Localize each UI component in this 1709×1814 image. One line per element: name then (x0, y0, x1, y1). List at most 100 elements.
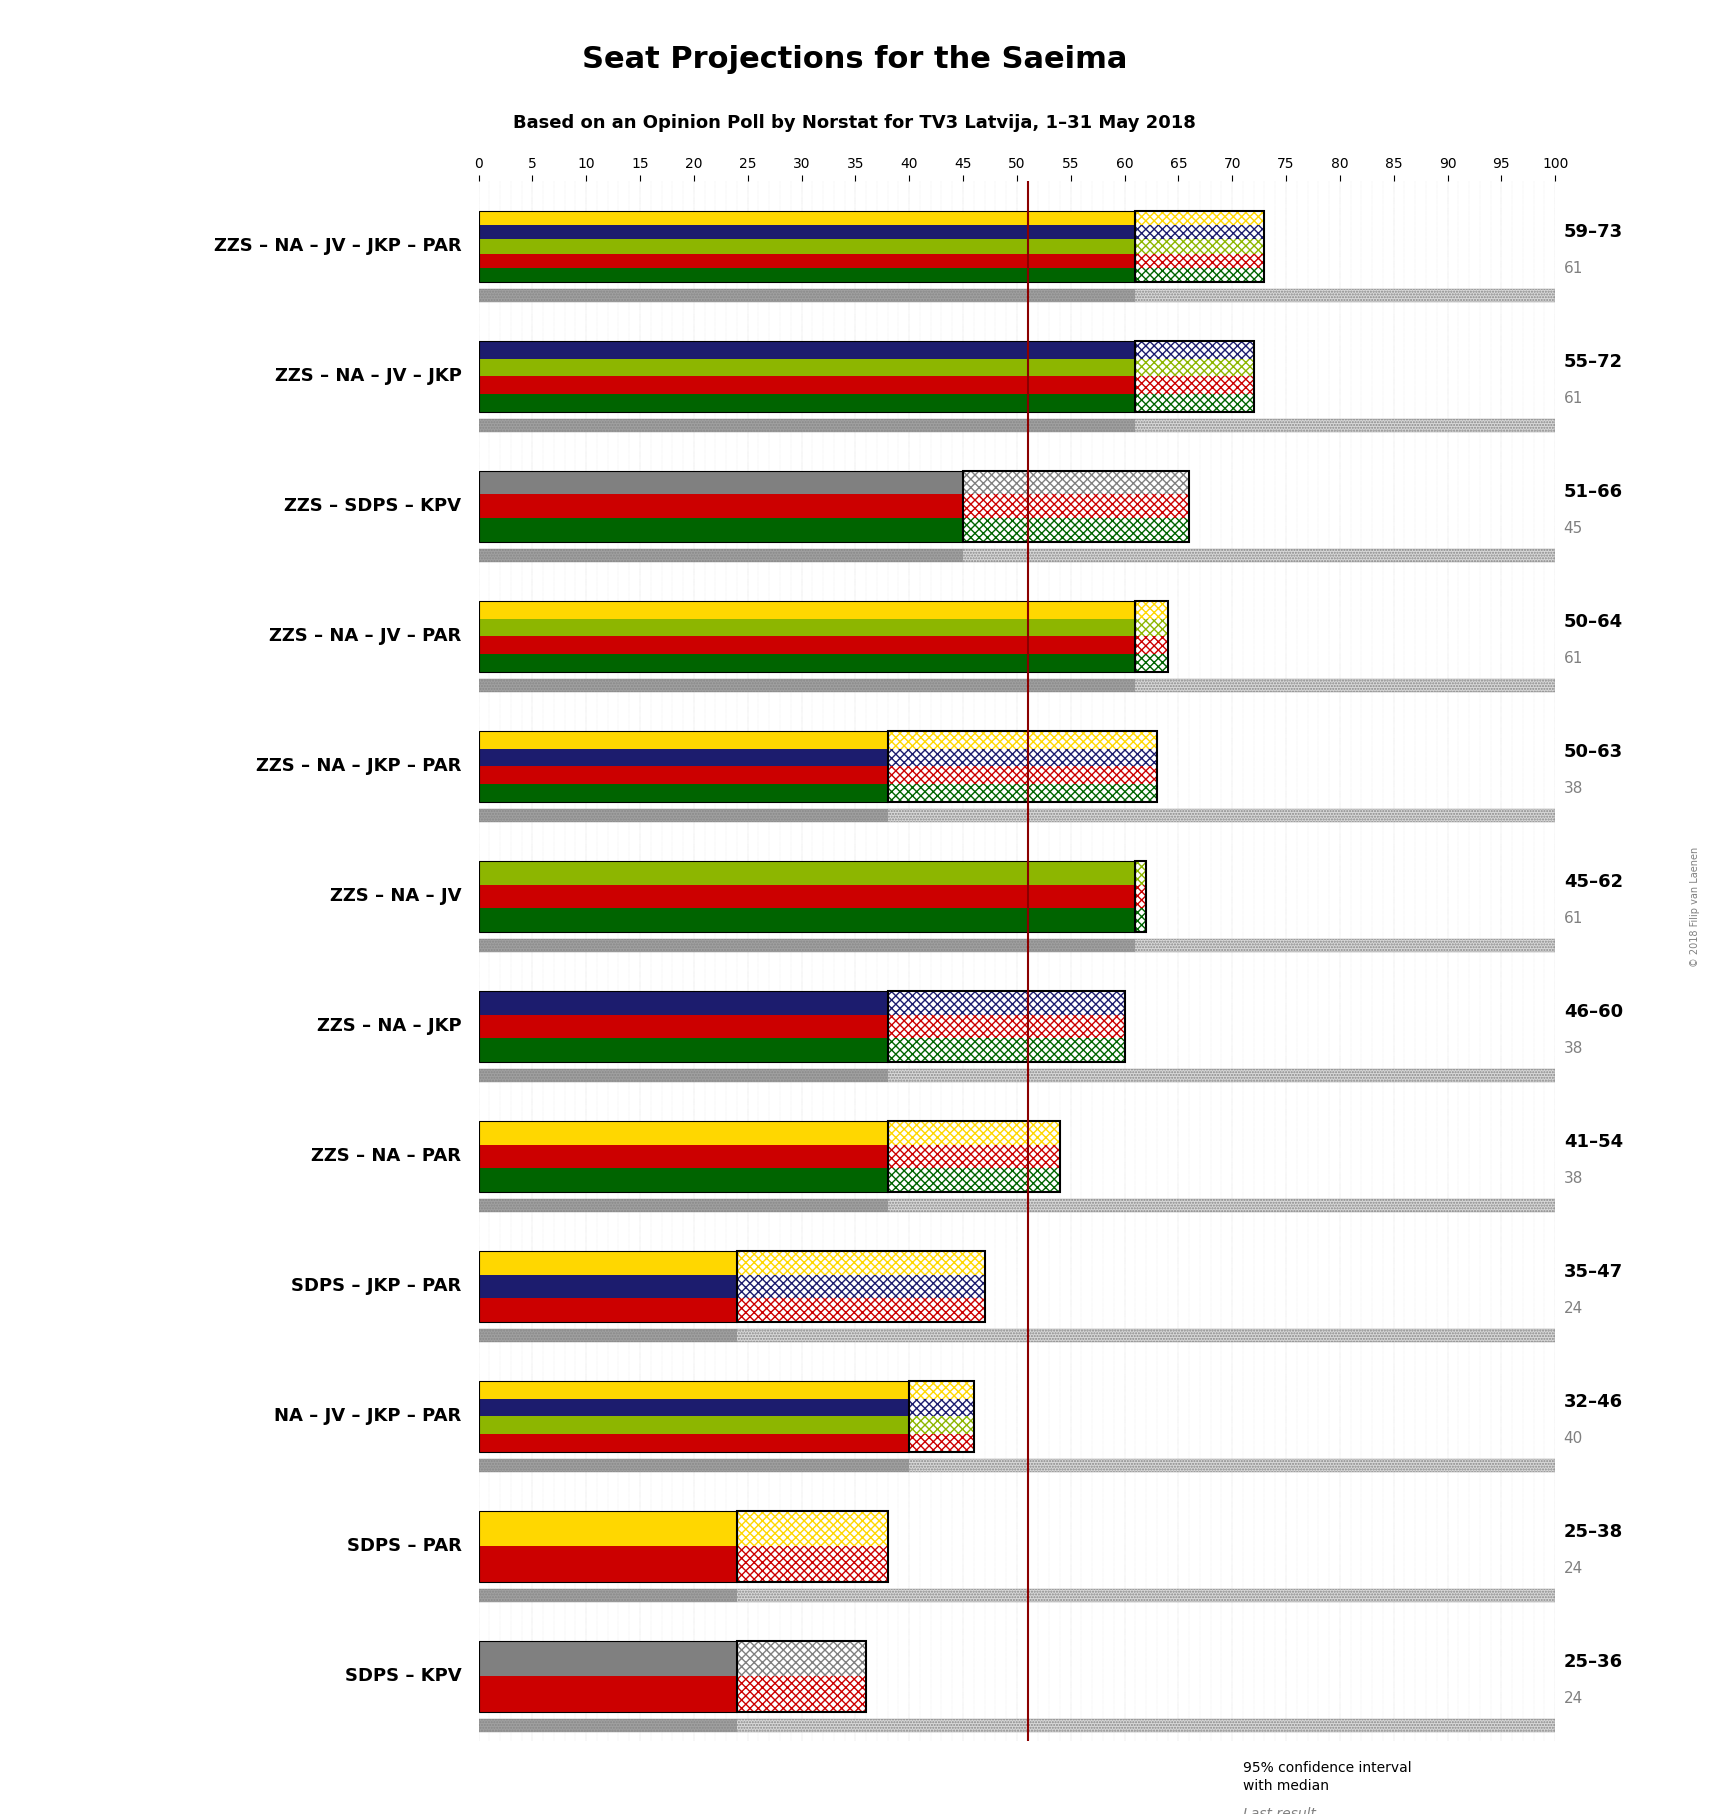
Bar (479, 1199, 1555, 1212)
Bar (887, 990, 1125, 1014)
Bar (1135, 377, 1254, 394)
Bar (479, 1589, 1555, 1602)
Bar (737, 1511, 887, 1546)
Bar (479, 885, 1135, 909)
Bar (887, 784, 1157, 802)
Text: ZZS – NA – JKP – PAR: ZZS – NA – JKP – PAR (256, 758, 461, 775)
Text: ZZS – NA – JV – JKP – PAR: ZZS – NA – JV – JKP – PAR (214, 238, 461, 256)
Bar (479, 809, 1555, 822)
Bar (887, 1121, 1060, 1192)
Bar (479, 1435, 909, 1453)
Bar (479, 990, 887, 1063)
Bar (479, 909, 1135, 932)
Bar (887, 1121, 1060, 1145)
Text: Based on an Opinion Poll by Norstat for TV3 Latvija, 1–31 May 2018: Based on an Opinion Poll by Norstat for … (513, 114, 1196, 132)
Bar (479, 1417, 909, 1435)
Bar (479, 1328, 1555, 1342)
Bar (909, 1380, 974, 1453)
Bar (479, 766, 887, 784)
Bar (1135, 394, 1254, 412)
Bar (1135, 239, 1265, 254)
Bar (737, 1676, 866, 1712)
Text: SDPS – KPV: SDPS – KPV (345, 1667, 461, 1685)
Bar (479, 619, 1135, 637)
Bar (887, 784, 1157, 802)
Text: SDPS – PAR: SDPS – PAR (347, 1538, 461, 1555)
Bar (1135, 254, 1265, 268)
Bar (479, 1199, 887, 1212)
Text: ZZS – NA – JV – PAR: ZZS – NA – JV – PAR (270, 628, 461, 646)
Text: 32–46: 32–46 (1564, 1393, 1624, 1411)
Bar (479, 268, 1135, 283)
Bar (1135, 210, 1265, 225)
Bar (479, 210, 1135, 225)
Text: 35–47: 35–47 (1564, 1263, 1624, 1281)
Bar (479, 1511, 737, 1546)
Bar (887, 1038, 1125, 1063)
Bar (964, 470, 1189, 495)
Bar (479, 1121, 887, 1145)
Bar (887, 731, 1157, 749)
Bar (479, 1399, 909, 1417)
Bar (479, 548, 1555, 562)
Bar (479, 1511, 737, 1582)
Text: 50–63: 50–63 (1564, 744, 1624, 760)
Bar (1135, 254, 1265, 268)
Bar (479, 1380, 909, 1453)
Bar (479, 1168, 887, 1192)
Bar (737, 1250, 984, 1275)
Bar (1135, 341, 1254, 359)
Text: 55–72: 55–72 (1564, 354, 1624, 370)
Bar (479, 1458, 1555, 1471)
Text: 25–36: 25–36 (1564, 1653, 1624, 1671)
Text: 25–38: 25–38 (1564, 1524, 1624, 1540)
Bar (887, 1168, 1060, 1192)
Text: ZZS – NA – JV – JKP: ZZS – NA – JV – JKP (275, 368, 461, 385)
Bar (737, 1676, 866, 1712)
Bar (479, 495, 964, 519)
Bar (887, 749, 1157, 766)
Bar (479, 1546, 737, 1582)
Bar (737, 1250, 984, 1275)
Bar (479, 341, 1135, 412)
Bar (479, 1145, 887, 1168)
Bar (909, 1435, 974, 1453)
Bar (1135, 860, 1147, 932)
Bar (909, 1380, 974, 1399)
Bar (479, 1589, 737, 1602)
Bar (479, 860, 1135, 885)
Bar (479, 1199, 1555, 1212)
Bar (479, 288, 1555, 301)
Bar (479, 1676, 737, 1712)
Bar (737, 1546, 887, 1582)
Bar (737, 1511, 887, 1582)
Text: 38: 38 (1564, 1170, 1583, 1186)
Bar (479, 731, 887, 802)
Bar (1135, 619, 1167, 637)
Bar (479, 600, 1135, 673)
Bar (909, 1399, 974, 1417)
Bar (479, 377, 1135, 394)
Text: 38: 38 (1564, 780, 1583, 796)
Bar (964, 470, 1189, 495)
Bar (479, 1640, 737, 1712)
Bar (479, 239, 1135, 254)
Text: 40: 40 (1564, 1431, 1583, 1446)
Bar (887, 731, 1157, 749)
Text: ZZS – NA – JKP: ZZS – NA – JKP (316, 1018, 461, 1036)
Bar (1135, 600, 1167, 619)
Bar (887, 766, 1157, 784)
Bar (479, 254, 1135, 268)
Text: ZZS – NA – PAR: ZZS – NA – PAR (311, 1148, 461, 1165)
Bar (479, 1328, 737, 1342)
Bar (479, 419, 1555, 432)
Bar (964, 470, 1189, 542)
Bar (737, 1640, 866, 1676)
Bar (479, 784, 887, 802)
Bar (479, 1068, 887, 1081)
Bar (737, 1299, 984, 1322)
Bar (1135, 394, 1254, 412)
Bar (1135, 239, 1265, 254)
Bar (479, 470, 964, 542)
Text: 38: 38 (1564, 1041, 1583, 1056)
